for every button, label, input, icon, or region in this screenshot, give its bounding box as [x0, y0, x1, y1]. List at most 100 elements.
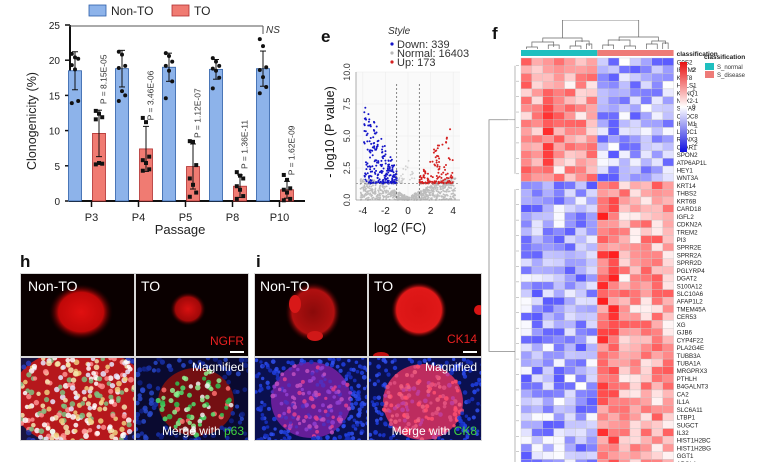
point-normal	[399, 197, 402, 200]
label-non-to: Non-TO	[260, 278, 310, 294]
nucleus	[286, 429, 290, 434]
heatmap-cell	[553, 204, 565, 213]
nucleus	[405, 437, 410, 440]
nucleus	[330, 420, 335, 425]
heatmap-cell	[618, 135, 631, 144]
point-up	[434, 164, 437, 167]
point-normal	[374, 189, 377, 192]
nucleus	[52, 358, 58, 361]
heatmap-cell	[651, 57, 663, 66]
heatmap-cell	[629, 150, 642, 159]
nucleus	[353, 393, 358, 399]
heatmap-cell	[640, 189, 652, 198]
heatmap-cell	[629, 351, 642, 360]
nucleus	[339, 417, 344, 422]
nucleus	[270, 390, 274, 394]
nucleus	[49, 428, 56, 435]
heatmap-cell	[640, 243, 652, 252]
nucleus	[130, 359, 134, 364]
row-label: PI3	[677, 237, 687, 244]
point-normal	[407, 159, 410, 162]
heatmap-cell	[586, 459, 598, 462]
legend-dot	[390, 51, 394, 55]
nucleus	[415, 391, 420, 396]
point-up	[435, 149, 438, 152]
heatmap-annotation-bar: classification	[521, 50, 718, 58]
nucleus	[113, 373, 120, 380]
nucleus	[126, 422, 132, 428]
data-point	[163, 63, 168, 68]
point-up	[421, 182, 424, 185]
nucleus	[349, 431, 354, 436]
point-up	[444, 173, 447, 176]
heatmap-cell	[553, 158, 565, 167]
heatmap-cell	[597, 320, 609, 329]
nucleus	[264, 420, 268, 424]
nucleus	[384, 368, 389, 373]
point-down	[381, 156, 384, 159]
data-point	[76, 56, 81, 61]
nucleus	[61, 364, 66, 370]
heatmap-cell	[651, 135, 663, 144]
heatmap-cell	[651, 320, 663, 329]
heatmap-cell	[564, 443, 576, 452]
heatmap-cell	[553, 351, 565, 360]
point-down	[384, 159, 387, 162]
heatmap-cell	[542, 227, 554, 236]
heatmap-cell	[608, 181, 620, 190]
nucleus	[97, 383, 102, 388]
point-down	[370, 142, 373, 145]
heatmap-cell	[575, 173, 587, 182]
cell-nuclei-image	[136, 358, 248, 440]
heatmap-cell	[597, 57, 609, 66]
nucleus	[470, 383, 475, 388]
nucleus	[31, 422, 36, 428]
nucleus	[452, 358, 456, 362]
nucleus	[93, 381, 99, 386]
point-up	[435, 161, 438, 164]
nucleus	[125, 369, 131, 375]
heatmap-cell	[640, 443, 652, 452]
heatmap-cell	[531, 88, 543, 97]
stain-label-ngfr: NGFR	[210, 334, 244, 348]
heatmap-cell	[597, 73, 609, 82]
point-up	[437, 182, 440, 185]
colorbar-tick-label: -1	[692, 123, 698, 130]
point-normal	[444, 185, 447, 188]
nucleus	[104, 376, 110, 381]
heatmap-cell	[640, 382, 652, 391]
heatmap-cell	[520, 181, 533, 190]
nucleus	[46, 406, 52, 412]
nucleus	[325, 362, 330, 367]
heatmap-cell	[531, 243, 543, 252]
row-label: APOL1	[677, 461, 698, 462]
heatmap-cell	[640, 80, 652, 90]
nucleus	[312, 421, 317, 427]
point-normal	[363, 184, 366, 187]
nucleus	[159, 359, 166, 365]
point-down	[366, 132, 369, 135]
point-normal	[410, 196, 413, 199]
point-normal	[392, 194, 395, 197]
nucleus	[174, 433, 179, 438]
organoid-image	[170, 292, 206, 326]
point-up	[446, 172, 449, 175]
heatmap-cell	[542, 196, 554, 205]
heatmap-cell	[618, 328, 631, 337]
nucleus	[348, 390, 353, 395]
heatmap-cell	[531, 181, 543, 190]
nucleus	[480, 363, 481, 366]
heatmap-cell	[542, 351, 554, 360]
point-normal	[394, 190, 397, 193]
heatmap-cell	[608, 420, 620, 429]
point-down	[384, 150, 387, 153]
nucleus	[100, 424, 107, 430]
heatmap-cell	[553, 420, 565, 429]
heatmap-cell	[542, 111, 554, 120]
nucleus	[282, 377, 287, 382]
point-down	[370, 175, 373, 178]
heatmap-cell	[640, 351, 652, 360]
heatmap-cell	[586, 258, 598, 267]
heatmap-cell	[618, 243, 631, 252]
point-up	[420, 177, 423, 180]
